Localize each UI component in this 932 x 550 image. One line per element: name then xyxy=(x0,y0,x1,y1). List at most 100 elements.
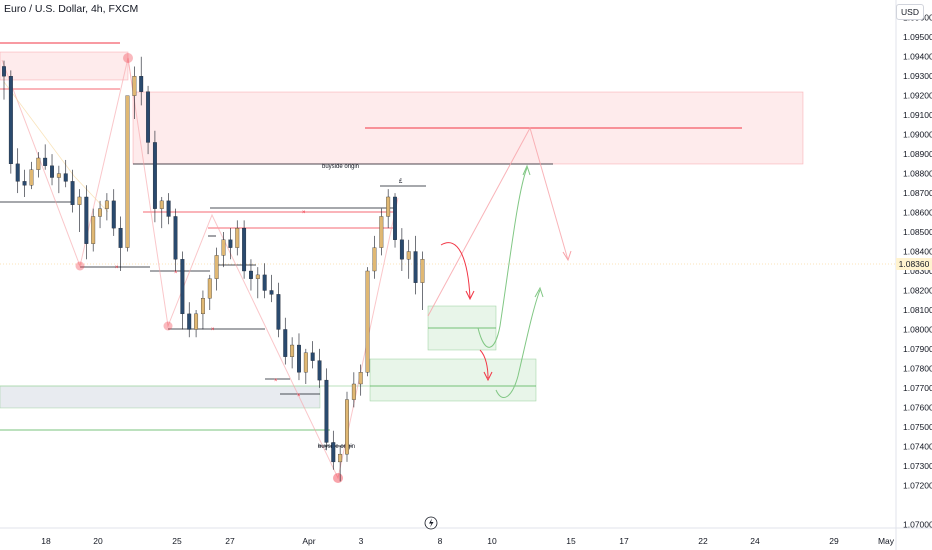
candle-series[interactable] xyxy=(2,56,425,482)
pound-mark-label: £ xyxy=(399,179,403,185)
candle-up[interactable] xyxy=(29,169,34,186)
candle-up[interactable] xyxy=(406,251,411,260)
candle-up[interactable] xyxy=(36,157,41,170)
x-marker: × xyxy=(174,270,178,276)
candle-down[interactable] xyxy=(393,196,397,240)
candle-down[interactable] xyxy=(8,76,13,165)
price-tick-label: 1.08700 xyxy=(903,188,932,198)
candle-up[interactable] xyxy=(214,255,219,279)
candle-down[interactable] xyxy=(249,270,253,279)
candle-up[interactable] xyxy=(132,76,137,96)
candle-down[interactable] xyxy=(2,66,6,77)
time-tick-label: 20 xyxy=(93,536,103,546)
buyside-origin-label-bottom: buyside origin xyxy=(318,444,355,450)
candle-down[interactable] xyxy=(269,290,274,295)
candle-up[interactable] xyxy=(345,399,349,455)
candle-down[interactable] xyxy=(118,227,123,248)
green-projection-curve-lower xyxy=(495,289,541,399)
time-tick-label: 8 xyxy=(438,536,443,546)
price-tick-label: 1.07400 xyxy=(903,441,932,451)
candle-up[interactable] xyxy=(77,196,82,205)
candle-up[interactable] xyxy=(207,278,212,299)
price-tick-label: 1.08900 xyxy=(903,149,932,159)
candle-up[interactable] xyxy=(125,95,130,248)
candle-up[interactable] xyxy=(98,208,102,217)
green-projection-curve-upper xyxy=(477,167,528,348)
candle-down[interactable] xyxy=(180,259,185,315)
time-axis[interactable]: 18 20 25 27 Apr 3 8 10 15 17 22 24 29 May xyxy=(41,536,895,546)
candle-up[interactable] xyxy=(372,247,377,272)
candle-up[interactable] xyxy=(221,239,226,256)
candle-down[interactable] xyxy=(15,163,20,182)
candle-down[interactable] xyxy=(413,251,418,283)
candle-down[interactable] xyxy=(173,216,178,260)
candle-down[interactable] xyxy=(317,360,322,381)
candle-down[interactable] xyxy=(50,165,54,178)
candle-down[interactable] xyxy=(187,313,192,330)
price-axis[interactable]: 1.096001.095001.094001.093001.092001.091… xyxy=(903,13,932,530)
candle-up[interactable] xyxy=(56,173,61,178)
candle-up[interactable] xyxy=(303,352,308,373)
price-tick-label: 1.09500 xyxy=(903,32,932,42)
candle-down[interactable] xyxy=(43,157,48,166)
candle-down[interactable] xyxy=(152,142,157,209)
currency-button[interactable]: USD xyxy=(896,4,924,20)
time-tick-label: 10 xyxy=(487,536,497,546)
candle-down[interactable] xyxy=(331,442,336,463)
price-tick-label: 1.09000 xyxy=(903,130,932,140)
candle-up[interactable] xyxy=(365,270,370,373)
candle-down[interactable] xyxy=(297,344,301,373)
candle-up[interactable] xyxy=(338,453,343,463)
price-tick-label: 1.09300 xyxy=(903,71,932,81)
candle-down[interactable] xyxy=(310,352,315,361)
candle-up[interactable] xyxy=(104,200,109,209)
price-tick-label: 1.08100 xyxy=(903,305,932,315)
supply-zone-left xyxy=(0,51,129,81)
candle-up[interactable] xyxy=(351,383,356,400)
price-tick-label: 1.09200 xyxy=(903,91,932,101)
price-tick-label: 1.08000 xyxy=(903,324,932,334)
candle-up[interactable] xyxy=(200,298,205,315)
candle-up[interactable] xyxy=(194,313,199,330)
symbol-title: Euro / U.S. Dollar, 4h, FXCM xyxy=(4,3,139,15)
candle-up[interactable] xyxy=(91,216,96,244)
candle-down[interactable] xyxy=(84,196,89,244)
green-arrowhead-lower xyxy=(534,286,544,298)
candle-down[interactable] xyxy=(146,91,151,143)
candle-down[interactable] xyxy=(262,274,267,291)
candle-up[interactable] xyxy=(420,259,425,283)
projection-red-arrowhead xyxy=(562,250,572,262)
candle-down[interactable] xyxy=(139,76,144,92)
candle-up[interactable] xyxy=(235,227,240,248)
candle-down[interactable] xyxy=(228,239,233,248)
lightning-icon[interactable] xyxy=(424,516,438,530)
candle-up[interactable] xyxy=(255,274,260,279)
candle-down[interactable] xyxy=(283,329,288,357)
candle-up[interactable] xyxy=(290,344,295,357)
candle-down[interactable] xyxy=(70,181,75,205)
candle-down[interactable] xyxy=(276,294,281,330)
candle-down[interactable] xyxy=(22,181,27,186)
candle-down[interactable] xyxy=(63,173,68,182)
zigzag-pattern-line xyxy=(1,57,399,480)
green-arrowhead-upper xyxy=(522,164,531,176)
candle-down[interactable] xyxy=(166,200,171,217)
candle-up[interactable] xyxy=(386,196,391,217)
price-tick-label: 1.07600 xyxy=(903,402,932,412)
price-tick-label: 1.08400 xyxy=(903,247,932,257)
candle-down[interactable] xyxy=(242,227,247,272)
candle-down[interactable] xyxy=(324,379,329,443)
candle-down[interactable] xyxy=(399,239,404,260)
candle-down[interactable] xyxy=(111,200,116,229)
time-tick-label: May xyxy=(878,536,895,546)
channel-line-orange xyxy=(3,81,109,213)
candle-up[interactable] xyxy=(159,200,164,209)
red-curve-arrow-lower xyxy=(479,349,489,379)
candle-up[interactable] xyxy=(379,216,384,248)
candle-up[interactable] xyxy=(358,372,363,385)
zigzag-tail xyxy=(127,57,134,93)
price-tick-label: 1.07900 xyxy=(903,344,932,354)
price-tick-label: 1.07700 xyxy=(903,383,932,393)
time-tick-label: 3 xyxy=(359,536,364,546)
